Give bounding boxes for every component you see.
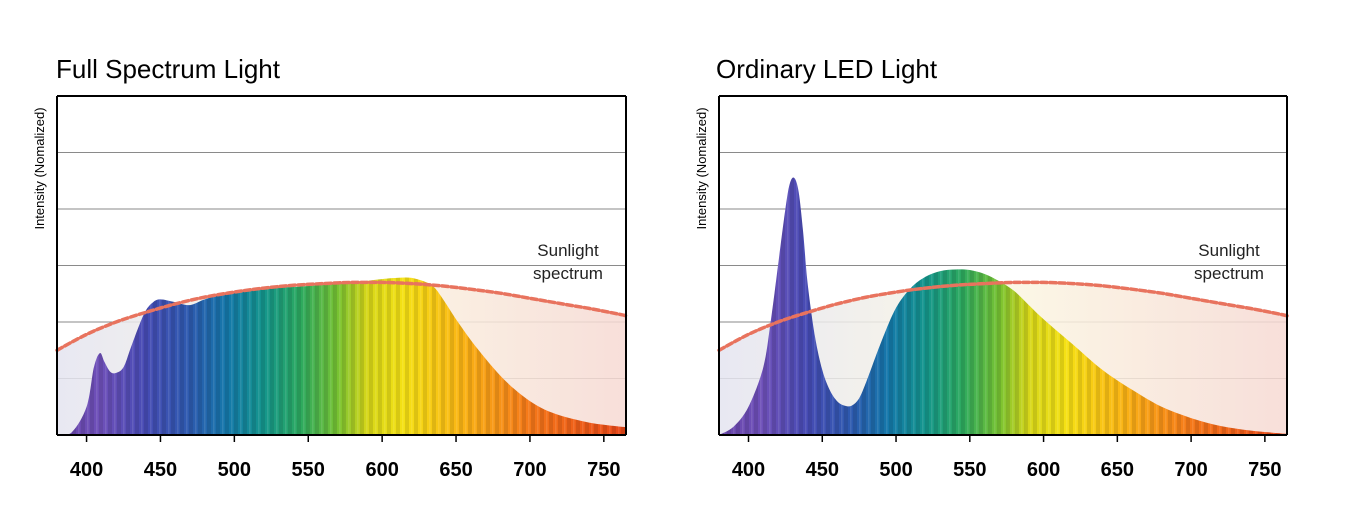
- full-spectrum-chart-panel: Full Spectrum Light 400 450 500 550 600 650 70…: [32, 54, 628, 481]
- x-tick-label: 700: [513, 459, 546, 481]
- x-tick-label: 600: [1027, 459, 1060, 481]
- x-tick-label: 550: [953, 459, 986, 481]
- sunlight-annotation-line1: Sunlight: [537, 241, 599, 260]
- chart-title: Ordinary LED Light: [716, 54, 938, 84]
- x-tick-label: 750: [1248, 459, 1281, 481]
- chart-svg: 400 450 500 550 600 650 700 750 Intensity (Nomal…: [32, 95, 628, 481]
- sunlight-annotation-line2: spectrum: [533, 264, 603, 283]
- x-tick-label: 750: [587, 459, 620, 481]
- ordinary-led-chart-panel: Ordinary LED Light 400 450 500 550 600 650 700…: [682, 0, 1364, 524]
- y-axis-label: Intensity (Nomalized): [694, 107, 709, 229]
- x-tick-label: 700: [1174, 459, 1207, 481]
- sunlight-curve: [55, 280, 628, 353]
- x-tick-label: 500: [218, 459, 251, 481]
- chart-svg: 400 450 500 550 600 650 700 750 Intensity (Nomal…: [694, 95, 1289, 481]
- x-tick-label: 550: [292, 459, 325, 481]
- spectrum-area-stripes: [57, 277, 626, 436]
- sunlight-annotation-line2: spectrum: [1194, 264, 1264, 283]
- x-tick-label: 450: [806, 459, 839, 481]
- sunlight-annotation-line1: Sunlight: [1198, 241, 1260, 260]
- x-tick-label: 400: [70, 459, 103, 481]
- x-tick-label: 400: [732, 459, 765, 481]
- chart-title: Full Spectrum Light: [56, 54, 280, 84]
- x-tick-label: 650: [439, 459, 472, 481]
- x-tick-label: 450: [144, 459, 177, 481]
- y-axis-label: Intensity (Nomalized): [32, 107, 47, 229]
- x-tick-label: 650: [1101, 459, 1134, 481]
- x-tick-label: 500: [879, 459, 912, 481]
- spectrum-area-stripes: [719, 177, 1287, 436]
- x-tick-label: 600: [365, 459, 398, 481]
- sunlight-curve: [717, 280, 1289, 353]
